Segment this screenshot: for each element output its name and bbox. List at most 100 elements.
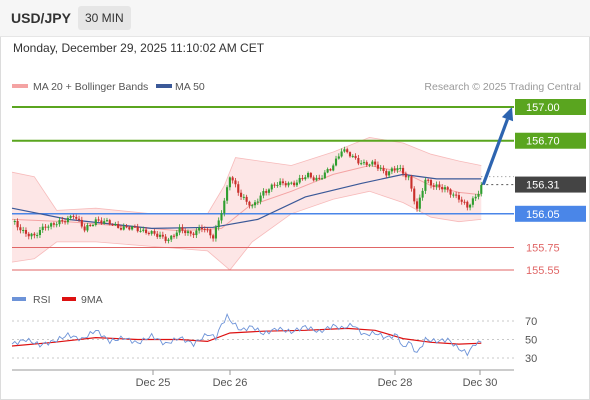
candle [376, 161, 379, 172]
candle-body [346, 149, 349, 153]
candle [477, 190, 480, 200]
candle [103, 218, 106, 225]
candle-body [427, 179, 430, 181]
candle [72, 214, 75, 220]
candle-body [262, 191, 265, 196]
candle-body [480, 185, 483, 194]
candle [304, 174, 307, 181]
candle [474, 193, 477, 202]
rsi-tick-label: 70 [525, 316, 537, 328]
candle [390, 166, 393, 175]
candle [237, 181, 240, 196]
candle [469, 203, 472, 211]
time-tick-label: Dec 25 [136, 377, 171, 389]
candle-body [214, 227, 217, 239]
candle-body [318, 177, 321, 180]
candle-body [131, 226, 134, 230]
candle [30, 232, 33, 240]
candle [287, 181, 290, 188]
candle-body [52, 223, 55, 225]
candle [424, 177, 427, 194]
candle-body [239, 192, 243, 197]
candle-body [64, 221, 67, 223]
candle [239, 189, 243, 200]
candle-body [466, 201, 469, 208]
candle-body [27, 233, 30, 237]
candle-body [237, 184, 240, 193]
candle [186, 229, 190, 236]
candle [89, 223, 92, 227]
candle-body [393, 168, 396, 171]
candle [251, 203, 254, 209]
candle-body [86, 225, 89, 231]
level-box-156-70 [515, 132, 586, 149]
watermark: Research © 2025 Trading Central [424, 81, 581, 93]
candle [443, 184, 447, 193]
candle-body [19, 227, 22, 231]
time-tick-label: Dec 30 [463, 377, 498, 389]
ma9-legend-swatch [62, 297, 76, 301]
candle-body [351, 155, 354, 157]
candle [242, 194, 245, 200]
candle-body [24, 229, 28, 234]
candle [371, 159, 374, 167]
candle-body [167, 239, 170, 241]
candle-body [270, 184, 273, 190]
timeframe-button[interactable]: 30 MIN [78, 6, 131, 30]
candle [362, 159, 366, 166]
candle-body [410, 176, 413, 189]
candle [66, 215, 69, 225]
candle-body [203, 229, 206, 231]
candle-body [421, 190, 424, 198]
candle-body [474, 196, 477, 199]
candle-body [226, 187, 229, 201]
candle [298, 174, 301, 185]
candle-body [354, 155, 357, 159]
candle-body [312, 177, 315, 181]
candle [418, 194, 421, 212]
candle-body [304, 177, 307, 180]
candle [117, 221, 120, 229]
candle-body [72, 215, 75, 217]
rsi-tick-label: 30 [525, 353, 537, 365]
candle [346, 147, 349, 154]
candle [214, 224, 217, 242]
candle [348, 151, 352, 158]
candle [320, 175, 324, 180]
candle-body [385, 170, 388, 176]
candle-body [44, 226, 47, 228]
candle [172, 233, 176, 239]
candle-body [309, 172, 312, 178]
candle [64, 218, 67, 225]
level-label-156-31: 156.31 [526, 180, 560, 192]
candle [270, 183, 273, 192]
candle [167, 237, 170, 244]
candle-body [89, 225, 92, 227]
candle [41, 223, 44, 233]
candle [415, 198, 419, 212]
candle-body [418, 197, 421, 209]
level-box-156-31 [515, 176, 586, 193]
candle-body [290, 182, 293, 184]
candle-body [128, 227, 131, 230]
candle [86, 222, 89, 233]
candle [307, 171, 310, 179]
candle [100, 217, 103, 225]
candle [13, 219, 16, 225]
candle-body [469, 204, 472, 208]
candle [354, 153, 357, 160]
candle-body [477, 193, 480, 197]
candle-body [97, 219, 100, 221]
level-tag-157-00: 157.00 [515, 99, 586, 115]
candle [136, 223, 139, 233]
candle-body [22, 229, 25, 231]
time-axis: Dec 25 Dec 26 Dec 28 Dec 30 [12, 369, 514, 389]
candle [407, 175, 410, 181]
candle [290, 181, 293, 185]
candle-body [142, 229, 145, 231]
candle-body [256, 201, 259, 203]
candle [379, 164, 382, 172]
candle-body [273, 184, 276, 186]
candle [256, 198, 259, 206]
